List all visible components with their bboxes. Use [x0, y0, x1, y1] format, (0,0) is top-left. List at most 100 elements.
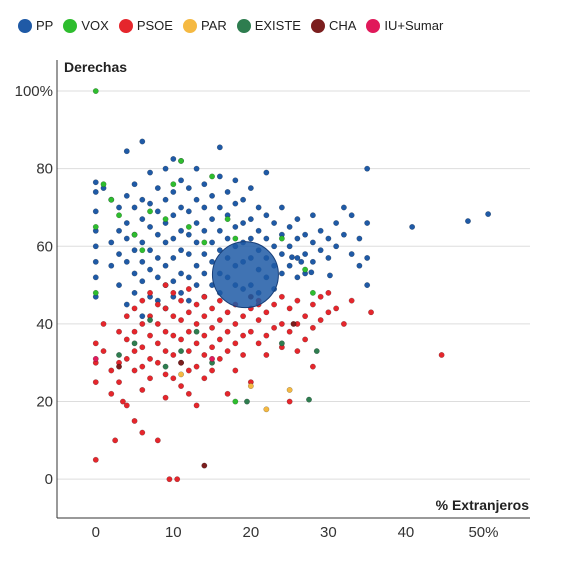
point-psoe — [232, 320, 239, 327]
point-pp — [170, 254, 177, 261]
point-cha — [201, 462, 208, 469]
point-psoe — [240, 332, 247, 339]
point-psoe — [123, 313, 130, 320]
point-psoe — [278, 293, 285, 300]
point-psoe — [123, 355, 130, 362]
point-psoe — [131, 418, 138, 424]
point-psoe — [201, 293, 208, 300]
point-pp — [92, 179, 99, 186]
point-psoe — [170, 375, 177, 382]
point-pp — [247, 185, 254, 192]
point-pp — [224, 235, 231, 242]
point-pp — [123, 258, 130, 265]
point-pp — [131, 270, 138, 277]
point-psoe — [139, 297, 146, 304]
point-psoe — [178, 297, 185, 304]
point-psoe — [154, 320, 161, 327]
point-psoe — [286, 328, 293, 335]
point-psoe — [340, 320, 347, 327]
point-psoe — [201, 332, 208, 339]
point-vox — [201, 239, 208, 246]
point-pp — [193, 262, 200, 269]
legend-label: IU+Sumar — [384, 18, 444, 33]
point-pp — [193, 282, 200, 289]
point-psoe — [185, 390, 192, 397]
point-vox — [131, 231, 138, 238]
point-psoe — [100, 320, 107, 327]
point-pp — [247, 216, 254, 223]
point-psoe — [224, 348, 231, 355]
point-pp — [348, 212, 355, 219]
point-psoe — [139, 386, 146, 393]
legend-item: CHA — [310, 18, 357, 33]
point-psoe — [131, 367, 138, 374]
point-psoe — [209, 367, 216, 374]
point-pp — [278, 270, 285, 277]
point-pp — [263, 235, 270, 242]
point-psoe — [131, 328, 138, 335]
point-pp — [224, 189, 231, 195]
point-pp — [131, 247, 138, 254]
point-psoe — [263, 352, 270, 358]
point-psoe — [201, 375, 208, 382]
point-pp — [216, 173, 223, 180]
legend-label: PP — [36, 18, 54, 33]
x-tick-label: 30 — [320, 524, 337, 541]
point-pp — [154, 254, 161, 261]
point-psoe — [178, 336, 185, 343]
point-psoe — [302, 336, 309, 343]
point-pp — [232, 200, 239, 207]
point-pp — [116, 227, 122, 234]
point-cha — [178, 359, 185, 366]
point-pp — [309, 258, 316, 265]
point-pp — [123, 148, 130, 155]
point-pp — [116, 251, 122, 258]
point-psoe — [325, 289, 332, 296]
point-psoe — [108, 390, 115, 397]
point-vox — [92, 289, 99, 296]
point-pp — [154, 274, 161, 281]
point-pp — [485, 211, 492, 218]
point-psoe — [170, 313, 177, 320]
point-pp — [170, 156, 177, 162]
point-pp — [232, 177, 239, 184]
point-psoe — [278, 320, 285, 327]
point-psoe — [209, 305, 216, 312]
point-psoe — [193, 402, 200, 409]
point-pp — [294, 254, 301, 261]
point-pp — [185, 274, 192, 281]
point-pp — [139, 239, 146, 246]
point-pp — [108, 262, 115, 269]
point-vox — [116, 212, 122, 219]
point-psoe — [294, 348, 301, 355]
point-psoe — [309, 324, 316, 331]
point-psoe — [201, 313, 208, 320]
point-pp — [185, 208, 192, 215]
point-pp — [302, 251, 309, 258]
point-pp — [193, 165, 200, 172]
legend-item: PAR — [182, 18, 227, 33]
point-pp — [340, 231, 347, 238]
point-psoe — [185, 367, 192, 374]
legend-item: IU+Sumar — [366, 18, 443, 33]
point-psoe — [232, 340, 239, 347]
point-pp — [325, 235, 332, 242]
point-psoe — [302, 313, 309, 320]
point-psoe — [123, 402, 130, 409]
point-vox — [92, 88, 99, 95]
point-pp — [178, 204, 185, 211]
point-pp — [178, 289, 185, 296]
point-pp — [131, 181, 138, 188]
point-psoe — [139, 429, 146, 436]
point-psoe — [92, 340, 99, 347]
point-pp — [278, 204, 285, 211]
point-vox — [309, 289, 316, 296]
point-psoe — [216, 297, 223, 304]
point-pp — [263, 169, 270, 176]
point-pp — [201, 204, 208, 211]
point-pp — [123, 301, 130, 308]
point-pp — [201, 181, 208, 188]
x-tick-label: 10 — [165, 524, 182, 541]
point-psoe — [162, 305, 169, 312]
legend-label: CHA — [328, 18, 357, 33]
